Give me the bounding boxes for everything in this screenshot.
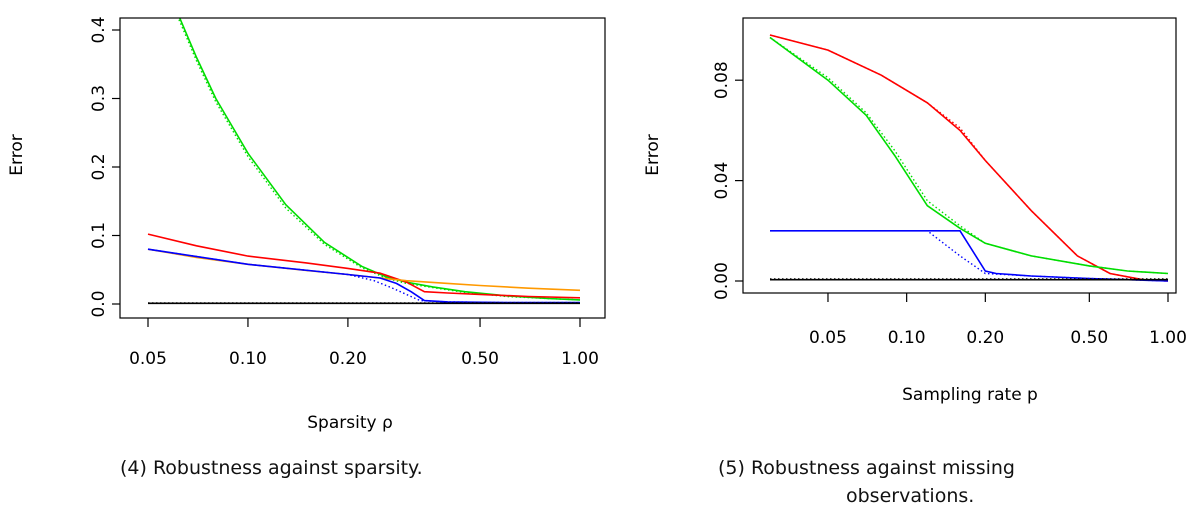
x-tick-label: 0.05: [809, 328, 847, 348]
series-line-3: [769, 36, 1169, 275]
series-line-5: [770, 230, 1169, 282]
series-line-2: [147, 233, 581, 299]
plot-frame: [119, 17, 606, 319]
y-axis-label: Error: [643, 134, 663, 175]
series-line-0: [178, 18, 581, 301]
series-group: [147, 18, 581, 305]
series-line-2: [769, 36, 1169, 275]
caption-line: (4) Robustness against sparsity.: [120, 457, 423, 479]
x-tick-label: 1.00: [561, 349, 599, 369]
y-tick-label: 0.4: [89, 16, 109, 43]
x-tick-label: 0.50: [1070, 328, 1108, 348]
y-tick-label: 0.0: [89, 290, 109, 317]
series-line-4: [147, 248, 580, 304]
series-line-1: [178, 19, 581, 301]
plot-frame: [742, 17, 1177, 294]
y-tick-label: 0.08: [712, 61, 732, 99]
x-tick-label: 0.05: [129, 349, 167, 369]
caption-line: observations.: [846, 485, 974, 507]
x-tick-label: 0.10: [888, 328, 926, 348]
chart-sparsity: 0.0 0.1 0.2 0.3 0.4 0.05 0.10 0.20 0.50 1.00 Error…: [7, 16, 606, 479]
series-line-0: [769, 34, 1169, 282]
x-tick-label: 0.50: [461, 349, 499, 369]
y-tick-label: 0.2: [89, 153, 109, 180]
x-tick-label: 0.20: [966, 328, 1004, 348]
y-tick-label: 0.1: [89, 222, 109, 249]
y-tick-label: 0.00: [712, 262, 732, 300]
caption-line: (5) Robustness against missing: [718, 457, 1015, 479]
figure-caption: (5) Robustness against missing observatio…: [718, 457, 1015, 507]
x-axis-label: Sparsity ρ: [307, 413, 393, 433]
y-tick-label: 0.3: [89, 85, 109, 112]
chart-sampling-rate: 0.00 0.04 0.08 0.05 0.10 0.20 0.50 1.00 Error Sam…: [643, 17, 1187, 507]
series-line-4: [770, 230, 1169, 282]
x-tick-label: 1.00: [1149, 328, 1187, 348]
x-tick-label: 0.10: [229, 349, 267, 369]
x-tick-label: 0.20: [329, 349, 367, 369]
y-tick-label: 0.04: [712, 162, 732, 200]
series-group: [769, 34, 1169, 282]
y-axis-label: Error: [7, 134, 27, 175]
figure-caption: (4) Robustness against sparsity.: [120, 457, 423, 479]
x-axis-label: Sampling rate p: [902, 385, 1038, 405]
series-line-3: [147, 248, 581, 292]
